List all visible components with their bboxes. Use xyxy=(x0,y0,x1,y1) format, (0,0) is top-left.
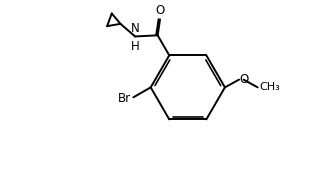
Text: O: O xyxy=(156,4,165,17)
Text: CH₃: CH₃ xyxy=(259,82,280,92)
Text: N: N xyxy=(131,22,139,35)
Text: Br: Br xyxy=(118,92,131,105)
Text: H: H xyxy=(131,40,139,53)
Text: O: O xyxy=(240,73,249,86)
